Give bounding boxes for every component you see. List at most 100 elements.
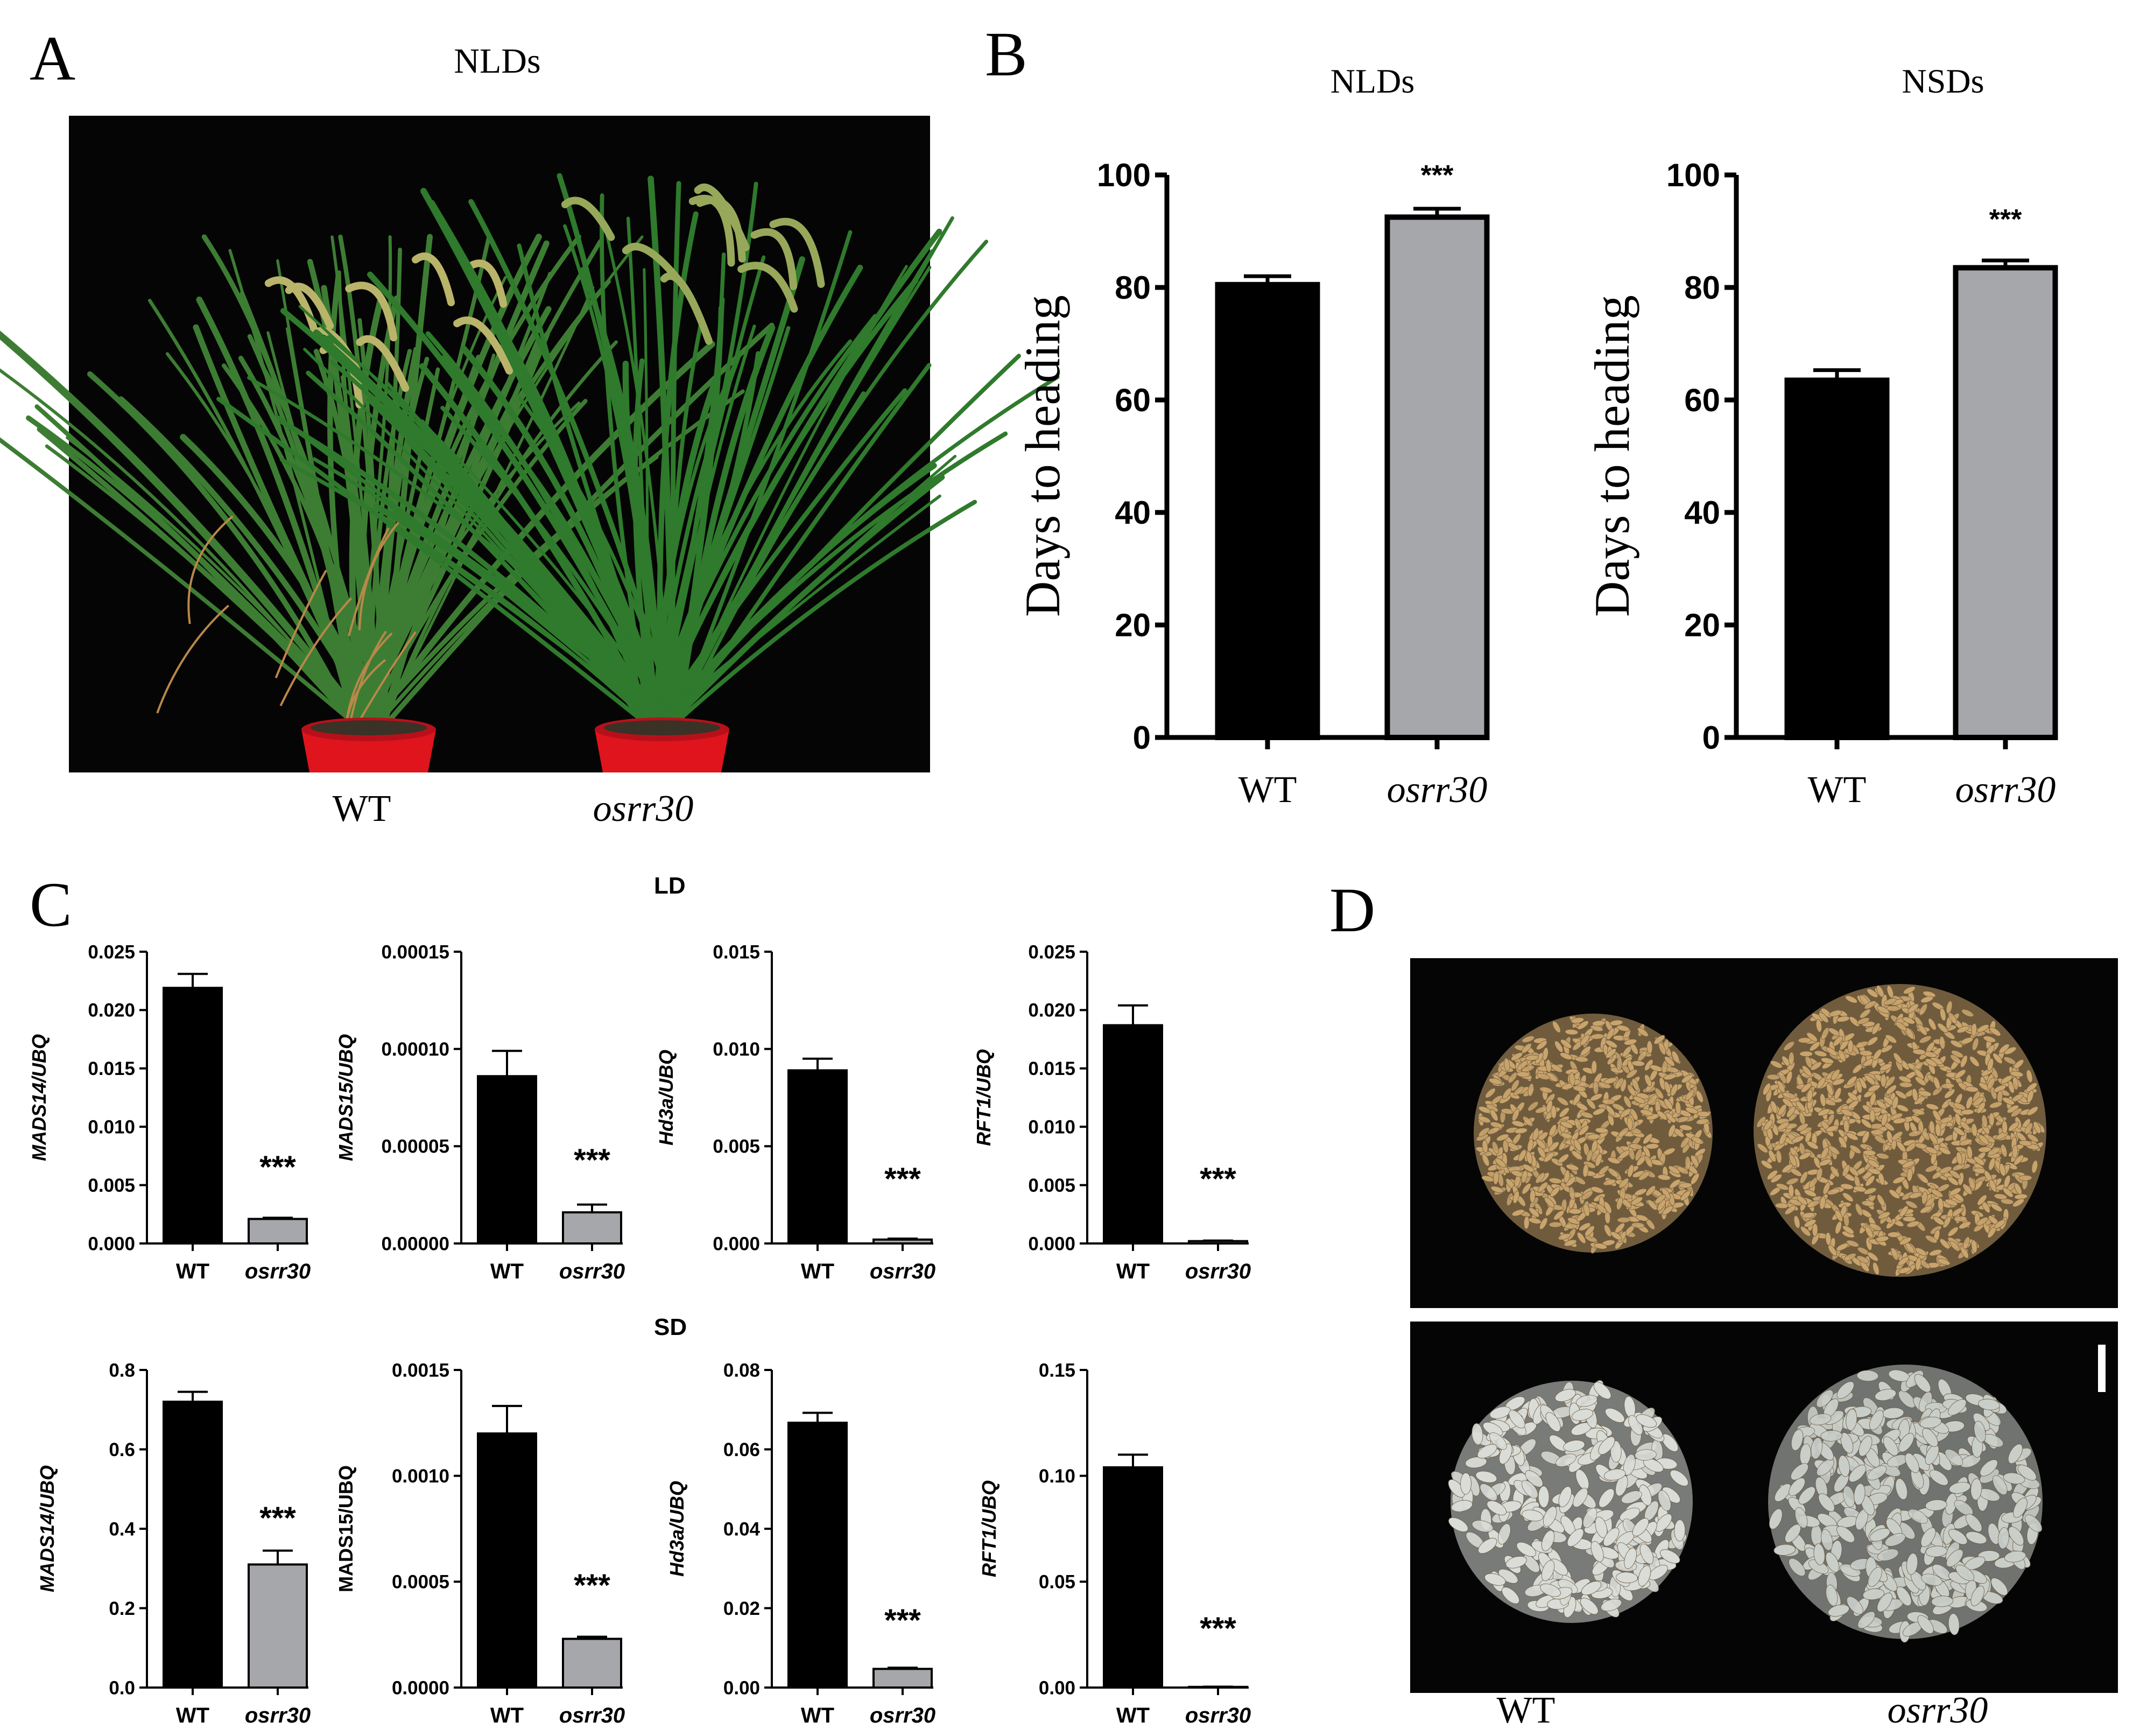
y-tick-label: 0.020 xyxy=(88,1000,135,1021)
y-tick-label: 0.000 xyxy=(1028,1233,1075,1254)
panel-a-label-wt: WT xyxy=(333,788,391,830)
y-tick-label: 0.025 xyxy=(1028,941,1075,962)
y-tick-label: 60 xyxy=(1684,382,1720,418)
bar-osrr30 xyxy=(562,1637,622,1689)
panel-d-label-wt: WT xyxy=(1497,1690,1555,1731)
y-tick-label: 100 xyxy=(1666,157,1720,193)
panel-a-letter: A xyxy=(30,23,75,94)
y-axis-label: RFT1/UBQ xyxy=(973,1049,995,1146)
y-tick-label: 0.00015 xyxy=(381,941,449,962)
y-tick-label: 0.025 xyxy=(88,941,135,962)
significance-label: *** xyxy=(259,1501,296,1536)
bar-WT xyxy=(787,1069,848,1245)
y-tick-label: 0.005 xyxy=(713,1136,760,1157)
y-axis-label: MADS14/UBQ xyxy=(36,1465,58,1592)
y-tick-label: 0.0010 xyxy=(392,1466,449,1487)
y-tick-label: 0.015 xyxy=(88,1058,135,1079)
y-axis-label: MADS15/UBQ xyxy=(335,1465,357,1592)
y-tick-label: 0 xyxy=(1133,720,1151,756)
y-tick-label: 0.015 xyxy=(1028,1058,1075,1079)
y-tick-label: 0.020 xyxy=(1028,1000,1075,1021)
panel-d-letter: D xyxy=(1329,875,1375,945)
y-tick-label: 0.2 xyxy=(109,1598,135,1619)
x-tick-label-osrr30: osrr30 xyxy=(559,1260,625,1283)
x-tick-label-osrr30: osrr30 xyxy=(245,1260,311,1283)
x-tick-label-WT: WT xyxy=(490,1260,524,1283)
y-tick-label: 0.00 xyxy=(723,1677,760,1698)
x-tick-label-WT: WT xyxy=(176,1704,209,1727)
x-tick-label-WT: WT xyxy=(1116,1260,1150,1283)
x-tick-label-osrr30: osrr30 xyxy=(1955,769,2056,811)
bar-osrr30 xyxy=(1384,214,1490,740)
chart-title: NLDs xyxy=(1331,62,1414,100)
x-tick-label-WT: WT xyxy=(1808,769,1867,811)
chart-title: NSDs xyxy=(1902,62,1984,100)
y-tick-label: 0.000 xyxy=(88,1233,135,1254)
scale-bar xyxy=(2098,1345,2106,1392)
bar-osrr30 xyxy=(562,1211,622,1245)
bar-WT xyxy=(163,987,223,1245)
y-tick-label: 40 xyxy=(1115,495,1151,531)
y-tick-label: 100 xyxy=(1097,157,1151,193)
x-tick-label-osrr30: osrr30 xyxy=(559,1704,625,1727)
panel-b-letter: B xyxy=(985,19,1027,89)
significance-label: *** xyxy=(1200,1162,1236,1197)
bar-osrr30 xyxy=(248,1563,308,1689)
y-tick-label: 0.6 xyxy=(109,1439,135,1460)
bar-osrr30 xyxy=(248,1218,308,1245)
significance-label: *** xyxy=(884,1603,921,1638)
bar-WT xyxy=(787,1422,848,1689)
significance-label: *** xyxy=(574,1143,610,1178)
y-tick-label: 0.010 xyxy=(88,1116,135,1137)
bar-WT xyxy=(1103,1024,1163,1245)
y-tick-label: 80 xyxy=(1115,270,1151,306)
y-tick-label: 0.010 xyxy=(1028,1116,1075,1137)
y-axis-label: Days to heading xyxy=(1585,295,1639,617)
panel-d-label-osrr30: osrr30 xyxy=(1888,1690,1988,1731)
wt-pot xyxy=(301,718,436,772)
bar-osrr30 xyxy=(872,1668,933,1689)
bar-WT xyxy=(1784,377,1890,740)
y-axis-label: RFT1/UBQ xyxy=(978,1480,1000,1577)
x-tick-label-osrr30: osrr30 xyxy=(1185,1704,1251,1727)
y-tick-label: 0.00005 xyxy=(381,1136,449,1157)
x-tick-label-osrr30: osrr30 xyxy=(1387,769,1488,811)
y-tick-label: 60 xyxy=(1115,382,1151,418)
y-tick-label: 0.00000 xyxy=(381,1233,449,1254)
y-tick-label: 0.010 xyxy=(713,1039,760,1060)
y-tick-label: 80 xyxy=(1684,270,1720,306)
significance-label: *** xyxy=(1421,160,1454,191)
x-tick-label-WT: WT xyxy=(490,1704,524,1727)
x-tick-label-osrr30: osrr30 xyxy=(870,1704,935,1727)
grain-photo-white xyxy=(1410,1322,2118,1693)
plant-foliage xyxy=(0,173,1060,768)
y-tick-label: 0.8 xyxy=(109,1360,135,1381)
bar-WT xyxy=(1103,1466,1163,1689)
panel-a-label-osrr30: osrr30 xyxy=(593,788,694,830)
y-tick-label: 0.0000 xyxy=(392,1677,449,1698)
y-tick-label: 0.02 xyxy=(723,1598,760,1619)
chart-b-nlds: 0 20 40 60 80 100 Days to heading WT osrr30 *** NL… xyxy=(1015,62,1490,811)
significance-label: *** xyxy=(574,1568,610,1603)
y-tick-label: 0.15 xyxy=(1039,1360,1075,1381)
x-tick-label-WT: WT xyxy=(1116,1704,1150,1727)
chart-c-ld-hd3a: 0.000 0.005 0.010 0.015 Hd3a/UBQ WT osrr30 *** xyxy=(655,941,935,1283)
chart-c-sd-hd3a: 0.00 0.02 0.04 0.06 0.08 Hd3a/UBQ WT osrr30 *** xyxy=(666,1360,935,1727)
y-tick-label: 20 xyxy=(1684,607,1720,643)
significance-label: *** xyxy=(1200,1611,1236,1646)
y-axis-label: MADS14/UBQ xyxy=(28,1034,50,1161)
y-tick-label: 0.00010 xyxy=(381,1039,449,1060)
rice-plants-photo xyxy=(0,116,1060,772)
osrr30-pot xyxy=(595,718,729,772)
section-sd-label: SD xyxy=(654,1314,687,1340)
significance-label: *** xyxy=(259,1150,296,1185)
y-tick-label: 0.0005 xyxy=(392,1572,449,1593)
charts-c: 0.000 0.005 0.010 0.015 0.020 0.025 MADS14/UBQ… xyxy=(28,941,1251,1727)
bar-osrr30 xyxy=(872,1238,933,1245)
y-tick-label: 0.06 xyxy=(723,1439,760,1460)
chart-c-sd-rft1: 0.00 0.05 0.10 0.15 RFT1/UBQ WT osrr30 *** xyxy=(978,1360,1251,1727)
section-ld-label: LD xyxy=(654,873,686,899)
y-axis-label: Hd3a/UBQ xyxy=(666,1481,688,1577)
y-tick-label: 40 xyxy=(1684,495,1720,531)
